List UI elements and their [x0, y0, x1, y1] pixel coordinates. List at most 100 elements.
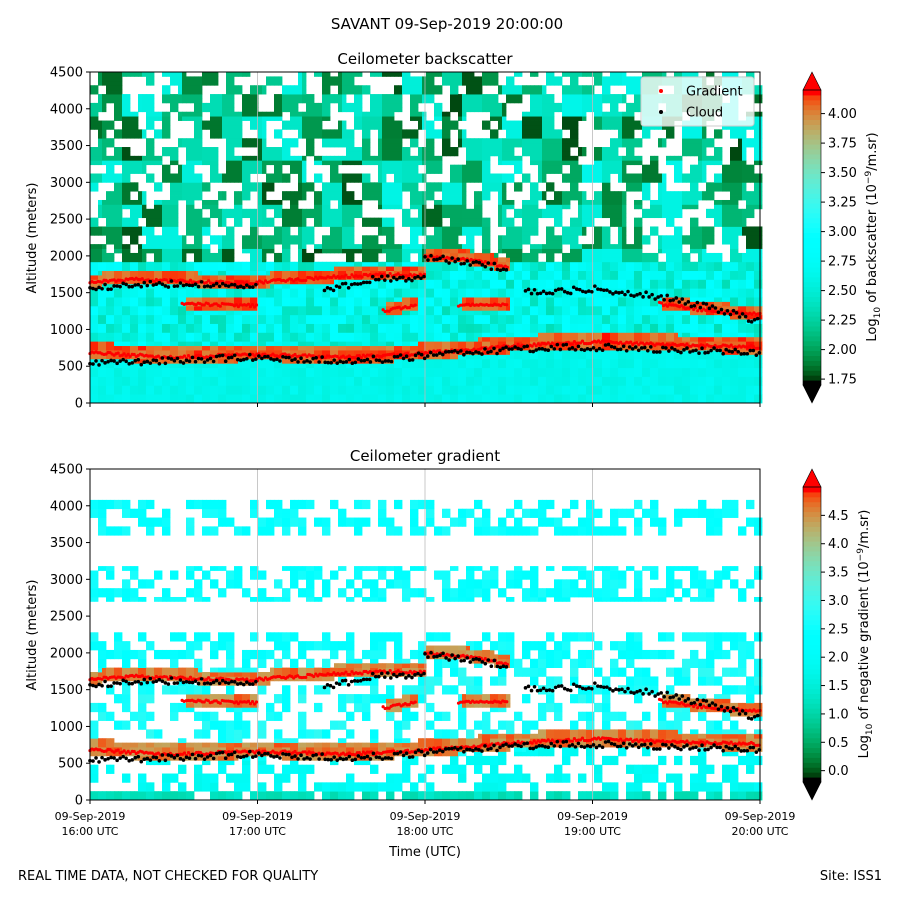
heatmap-cell: [218, 94, 223, 99]
heatmap-cell: [414, 217, 419, 223]
heatmap-cell: [122, 398, 127, 404]
heatmap-cell: [294, 217, 299, 223]
heatmap-cell: [242, 173, 247, 179]
heatmap-cell: [378, 279, 383, 285]
heatmap-cell: [94, 372, 99, 377]
heatmap-cell: [302, 376, 307, 382]
heatmap-cell: [234, 222, 239, 227]
heatmap-cell: [366, 310, 371, 316]
heatmap-cell: [162, 133, 167, 139]
heatmap-cell: [290, 380, 295, 386]
heatmap-cell: [362, 301, 367, 307]
heatmap-cell: [262, 222, 267, 227]
heatmap-cell: [238, 314, 243, 320]
heatmap-cell: [346, 310, 351, 316]
heatmap-cell: [414, 226, 419, 232]
heatmap-cell: [318, 124, 323, 130]
heatmap-cell: [182, 314, 187, 320]
heatmap-cell: [230, 367, 235, 373]
heatmap-cell: [286, 283, 291, 289]
heatmap-cell: [394, 385, 399, 391]
heatmap-cell: [102, 297, 107, 302]
heatmap-cell: [106, 257, 111, 263]
heatmap-cell: [390, 160, 395, 166]
heatmap-cell: [122, 230, 127, 236]
heatmap-cell: [206, 394, 211, 399]
heatmap-cell: [302, 226, 307, 232]
heatmap-cell: [330, 292, 335, 298]
heatmap-cell: [286, 367, 291, 373]
heatmap-cell: [230, 345, 235, 351]
heatmap-cell: [314, 155, 319, 161]
heatmap-cell: [322, 195, 327, 201]
heatmap-cell: [398, 177, 403, 183]
heatmap-cell: [94, 336, 99, 342]
heatmap-cell: [294, 124, 299, 130]
heatmap-cell: [386, 102, 391, 108]
heatmap-cell: [402, 332, 407, 338]
heatmap-cell: [218, 341, 223, 347]
heatmap-cell: [270, 283, 275, 289]
heatmap-cell: [194, 275, 199, 280]
heatmap-cell: [322, 191, 327, 196]
heatmap-cell: [298, 160, 303, 166]
heatmap-cell: [286, 124, 291, 130]
heatmap-cell: [114, 354, 119, 360]
heatmap-cell: [330, 266, 335, 271]
heatmap-cell: [274, 394, 279, 399]
heatmap-cell: [306, 133, 311, 139]
heatmap-cell: [394, 248, 399, 254]
heatmap-cell: [298, 350, 303, 355]
heatmap-cell: [110, 138, 115, 144]
heatmap-cell: [314, 394, 319, 399]
heatmap-cell: [306, 116, 311, 121]
heatmap-cell: [182, 288, 187, 294]
heatmap-cell: [110, 213, 115, 219]
heatmap-cell: [310, 297, 315, 302]
heatmap-cell: [90, 120, 95, 126]
heatmap-cell: [394, 275, 399, 280]
heatmap-cell: [310, 94, 315, 99]
heatmap-cell: [186, 217, 191, 223]
heatmap-cell: [318, 111, 323, 117]
heatmap-cell: [382, 160, 387, 166]
heatmap-cell: [114, 147, 119, 152]
heatmap-cell: [158, 217, 163, 223]
heatmap-cell: [386, 389, 391, 395]
heatmap-cell: [242, 72, 247, 77]
heatmap-cell: [114, 195, 119, 201]
heatmap-cell: [174, 332, 179, 338]
heatmap-cell: [314, 191, 319, 196]
heatmap-cell: [326, 182, 331, 188]
heatmap-cell: [198, 151, 203, 157]
heatmap-cell: [386, 98, 391, 104]
heatmap-cell: [262, 394, 267, 399]
heatmap-cell: [126, 182, 131, 188]
heatmap-cell: [274, 94, 279, 99]
heatmap-cell: [194, 323, 199, 329]
heatmap-cell: [210, 120, 215, 126]
heatmap-cell: [90, 217, 95, 223]
heatmap-cell: [350, 336, 355, 342]
heatmap-cell: [302, 305, 307, 311]
heatmap-cell: [162, 151, 167, 157]
heatmap-cell: [218, 235, 223, 241]
heatmap-cell: [226, 327, 231, 333]
heatmap-cell: [370, 380, 375, 386]
heatmap-cell: [386, 310, 391, 316]
heatmap-cell: [238, 155, 243, 161]
heatmap-cell: [322, 314, 327, 320]
heatmap-cell: [338, 319, 343, 324]
heatmap-cell: [102, 327, 107, 333]
heatmap-cell: [138, 213, 143, 219]
heatmap-cell: [402, 266, 407, 271]
heatmap-cell: [210, 275, 215, 280]
heatmap-cell: [294, 283, 299, 289]
heatmap-cell: [198, 94, 203, 99]
heatmap-cell: [254, 124, 259, 130]
heatmap-cell: [198, 191, 203, 196]
heatmap-cell: [102, 230, 107, 236]
heatmap-cell: [374, 288, 379, 294]
heatmap-cell: [330, 345, 335, 351]
heatmap-cell: [302, 94, 307, 99]
